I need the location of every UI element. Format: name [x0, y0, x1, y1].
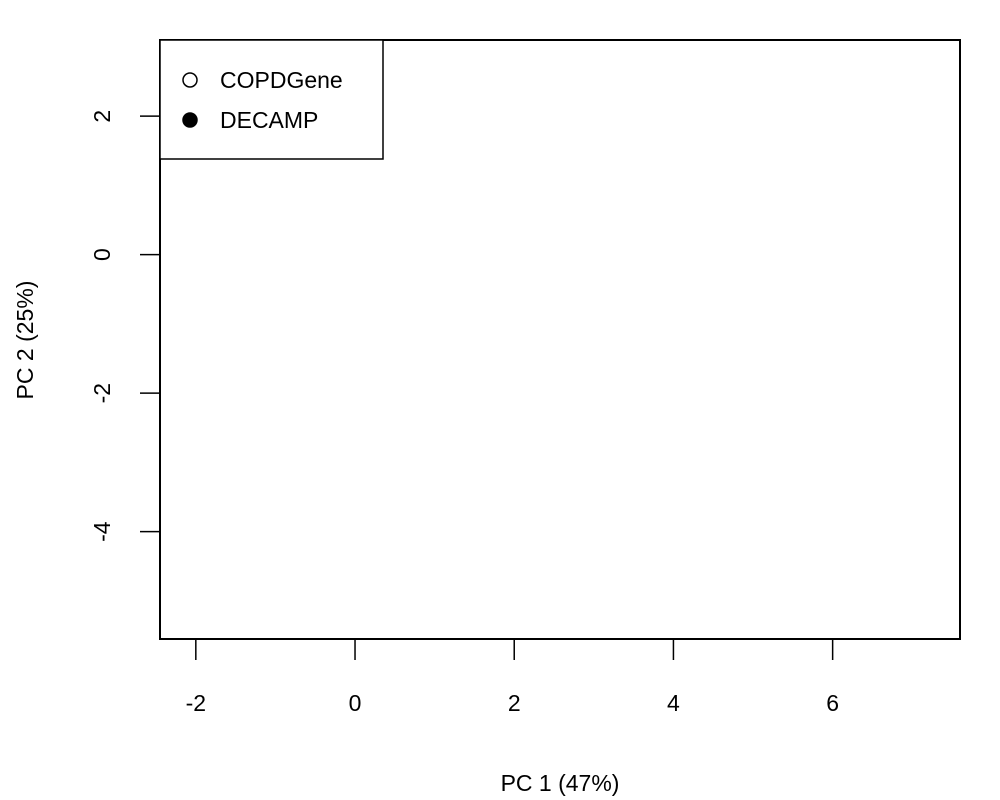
y-tick-label: -4	[89, 521, 115, 542]
x-tick-label: 4	[667, 690, 680, 716]
legend-label-copdgene: COPDGene	[220, 67, 343, 93]
x-tick-label: 6	[826, 690, 839, 716]
y-tick-label: 2	[89, 110, 115, 123]
x-axis: -2 0 2 4 6	[186, 638, 839, 716]
y-axis: -4 -2 0 2	[89, 110, 161, 542]
x-axis-title: PC 1 (47%)	[501, 770, 620, 796]
legend-filled-circle-icon	[182, 112, 198, 128]
y-axis-title: PC 2 (25%)	[12, 281, 38, 400]
y-tick-label: -2	[89, 383, 115, 403]
legend-box	[159, 39, 384, 160]
x-tick-label: 2	[508, 690, 521, 716]
legend-open-circle-icon	[182, 72, 198, 88]
legend: COPDGene DECAMP	[159, 39, 384, 160]
x-tick-label: 0	[349, 690, 362, 716]
legend-label-decamp: DECAMP	[220, 107, 318, 133]
x-tick-label: -2	[186, 690, 206, 716]
y-tick-label: 0	[89, 248, 115, 261]
